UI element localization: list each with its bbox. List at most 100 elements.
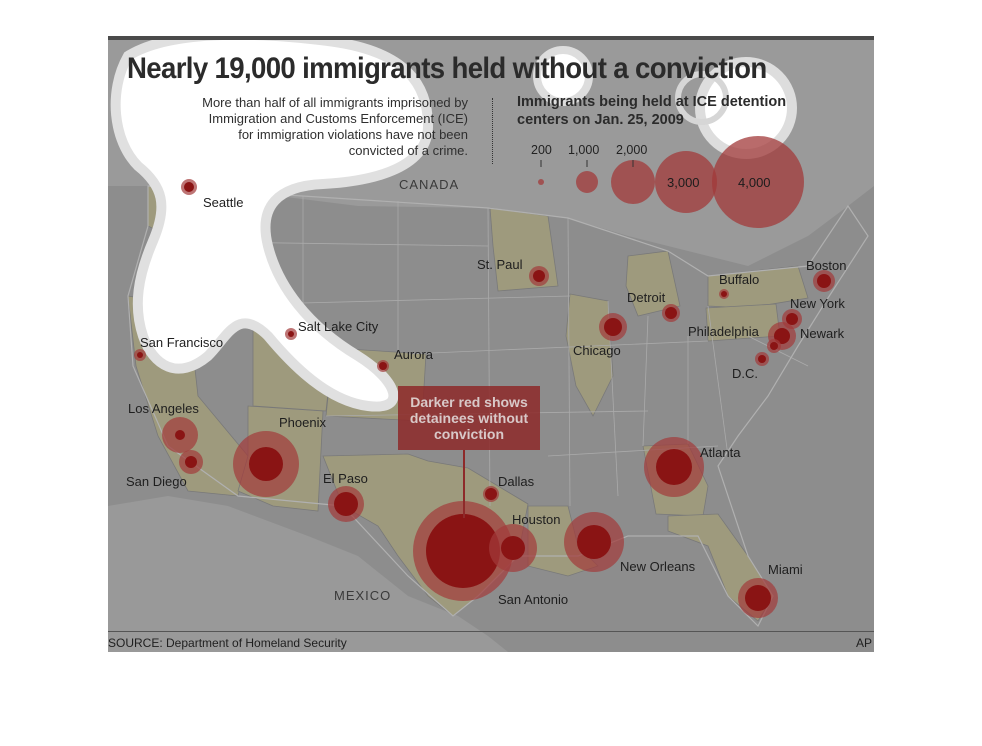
bubble-unconvicted-new-orleans <box>577 525 611 559</box>
map-graphic: Nearly 19,000 immigrants held without a … <box>108 36 874 652</box>
city-label-atlanta: Atlanta <box>700 445 741 460</box>
city-label-philadelphia: Philadelphia <box>688 324 759 339</box>
bubble-unconvicted-san-diego <box>185 456 197 468</box>
bubble-new-orleans <box>564 512 624 572</box>
us-outline <box>127 185 869 628</box>
bubble-unconvicted-san-francisco <box>137 352 143 358</box>
legend-title-line: Immigrants being held at ICE detention <box>517 94 787 110</box>
city-label-phoenix: Phoenix <box>279 415 326 430</box>
bubble-unconvicted-san-antonio <box>426 514 500 588</box>
city-label-houston: Houston <box>512 512 561 527</box>
city-label-dallas: Dallas <box>498 474 535 489</box>
city-label-new-york: New York <box>790 296 845 311</box>
bubble-el-paso <box>328 486 364 522</box>
headline: Nearly 19,000 immigrants held without a … <box>127 52 767 85</box>
source-note: SOURCE: Department of Homeland Security <box>108 636 347 650</box>
callout-line: Darker red shows <box>410 394 528 410</box>
bubble-seattle <box>181 179 197 195</box>
city-label-san-antonio: San Antonio <box>498 592 569 607</box>
bubble-unconvicted-buffalo <box>721 291 727 297</box>
bubble-atlanta <box>644 437 704 497</box>
mexico-land <box>108 496 508 652</box>
bubble-unconvicted-salt-lake-city <box>288 331 294 337</box>
city-label-new-orleans: New Orleans <box>620 559 696 574</box>
callout-box: Darker red shows detainees without convi… <box>398 386 540 450</box>
city-label-newark: Newark <box>800 326 845 341</box>
bubble-unconvicted-atlanta <box>656 449 692 485</box>
bubble-unconvicted-philadelphia <box>770 342 778 350</box>
subtitle-line: convicted of a crime. <box>348 143 468 158</box>
bubble-unconvicted-seattle <box>184 182 194 192</box>
bubble-dc <box>755 352 769 366</box>
bubble-unconvicted-newark <box>774 328 790 344</box>
city-label-st-paul: St. Paul <box>477 257 523 272</box>
legend-title: Immigrants being held at ICE detention c… <box>517 93 837 129</box>
region-label-mexico: MEXICO <box>334 588 392 603</box>
top-bar <box>108 36 874 40</box>
legend-circle-4000 <box>712 136 804 228</box>
legend-circle-3000 <box>655 151 717 213</box>
bubble-los-angeles <box>162 417 198 453</box>
legend-circle-1000 <box>576 171 598 193</box>
legend-circle-200 <box>538 179 544 185</box>
legend-label-3000: 3,000 <box>667 175 700 190</box>
bubble-boston <box>813 270 835 292</box>
callout-pointer <box>463 450 465 518</box>
bubble-buffalo <box>719 289 729 299</box>
bubble-miami <box>738 578 778 618</box>
bubble-unconvicted-dc <box>758 355 766 363</box>
state-new-york <box>707 265 809 309</box>
bubble-houston <box>489 524 537 572</box>
detainee-bubbles <box>134 136 835 618</box>
bubble-san-francisco <box>134 349 146 361</box>
bubble-aurora <box>377 360 389 372</box>
bubble-unconvicted-aurora <box>379 362 387 370</box>
bubble-unconvicted-miami <box>745 585 771 611</box>
bubble-detroit <box>662 304 680 322</box>
city-label-boston: Boston <box>806 258 847 273</box>
city-label-buffalo: Buffalo <box>719 272 760 287</box>
legend-label-4000: 4,000 <box>738 175 771 190</box>
region-label-canada: CANADA <box>399 177 460 192</box>
bubble-unconvicted-boston <box>817 274 831 288</box>
bubble-san-diego <box>179 450 203 474</box>
city-label-salt-lake-city: Salt Lake City <box>298 319 379 334</box>
legend-label-1000: 1,000 <box>568 143 600 157</box>
bubble-unconvicted-detroit <box>665 307 677 319</box>
subtitle-line: More than half of all immigrants impriso… <box>202 95 468 110</box>
bubble-unconvicted-chicago <box>604 318 622 336</box>
subtitle-line: Immigration and Customs Enforcement (ICE… <box>208 111 468 126</box>
city-label-el-paso: El Paso <box>323 471 368 486</box>
legend-label-200: 200 <box>531 143 552 157</box>
legend-circle-2000 <box>611 160 655 204</box>
bubble-salt-lake-city <box>285 328 297 340</box>
bubble-phoenix <box>233 431 299 497</box>
legend-title-line: centers on Jan. 25, 2009 <box>517 112 684 128</box>
bubble-unconvicted-phoenix <box>249 447 283 481</box>
city-label-san-diego: San Diego <box>126 474 187 489</box>
state-michigan <box>625 250 681 317</box>
bubble-philadelphia <box>767 339 781 353</box>
bubble-unconvicted-st-paul <box>533 270 545 282</box>
city-label-dc: D.C. <box>732 366 758 381</box>
callout-line: conviction <box>433 426 504 442</box>
bubble-st-paul <box>529 266 549 286</box>
city-label-san-francisco: San Francisco <box>140 335 224 350</box>
bubble-unconvicted-dallas <box>485 488 497 500</box>
credit: AP <box>855 636 872 650</box>
footer-rule <box>108 631 874 632</box>
bubble-unconvicted-los-angeles <box>175 430 185 440</box>
callout-line: detainees without <box>409 410 529 426</box>
bubble-unconvicted-houston <box>501 536 525 560</box>
city-label-chicago: Chicago <box>573 343 621 358</box>
city-label-detroit: Detroit <box>627 290 666 305</box>
bubble-chicago <box>599 313 627 341</box>
city-label-miami: Miami <box>768 562 803 577</box>
subtitle-line: for immigration violations have not been <box>238 127 468 142</box>
bubble-san-antonio <box>413 501 513 601</box>
legend-label-2000: 2,000 <box>616 143 648 157</box>
city-label-aurora: Aurora <box>394 347 434 362</box>
bubble-dallas <box>483 486 499 502</box>
header-divider <box>492 98 493 164</box>
city-label-los-angeles: Los Angeles <box>128 401 199 416</box>
